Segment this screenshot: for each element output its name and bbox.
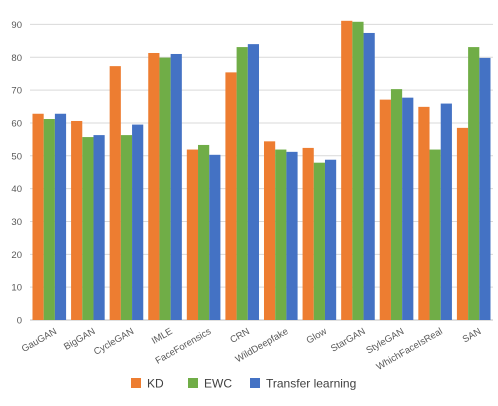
x-category-label: GauGAN (20, 326, 59, 355)
bar-kd-crn (225, 72, 237, 320)
bar-ewc-wilddeepfake (275, 149, 287, 320)
bar-kd-stargan (341, 20, 353, 321)
bar-ewc-biggan (82, 137, 94, 320)
bar-transfer-learning-imle (170, 53, 182, 321)
bar-ewc-cyclegan (120, 135, 133, 320)
bar-ewc-whichfaceisreal (429, 149, 441, 320)
x-category-label: CycleGAN (92, 326, 136, 358)
bar-kd-cyclegan (109, 66, 121, 320)
y-tick-label: 10 (11, 283, 22, 294)
y-tick-label: 0 (17, 316, 22, 327)
bar-transfer-learning-wilddeepfake (286, 151, 298, 320)
bar-transfer-learning-biggan (93, 135, 105, 320)
bar-kd-stylegan (379, 99, 391, 320)
bar-transfer-learning-crn (247, 44, 260, 321)
x-category-label: CRN (228, 326, 251, 346)
legend-swatch-ewc (188, 378, 198, 388)
bar-kd-biggan (71, 120, 83, 321)
legend: KD EWC Transfer learning (131, 377, 356, 391)
y-tick-label: 30 (11, 217, 22, 228)
y-axis-ticks: 0 10 20 30 40 50 60 70 80 90 (11, 20, 22, 327)
bar-ewc-stargan (352, 21, 364, 321)
legend-swatch-transfer-learning (250, 378, 260, 388)
bar-ewc-stylegan (390, 89, 403, 321)
y-tick-label: 80 (11, 53, 22, 64)
x-category-label: IMLE (150, 326, 175, 347)
bar-transfer-learning-faceforensics (209, 154, 221, 320)
bar-ewc-crn (236, 47, 248, 321)
y-tick-label: 90 (11, 20, 22, 31)
bar-ewc-gaugan (43, 119, 55, 320)
y-tick-label: 70 (11, 86, 22, 97)
bar-kd-whichfaceisreal (418, 106, 430, 320)
legend-label: EWC (204, 377, 232, 391)
bar-kd-san (456, 127, 469, 320)
legend-swatch-kd (131, 378, 141, 388)
bar-kd-faceforensics (186, 149, 199, 320)
bar-ewc-faceforensics (198, 144, 210, 320)
y-tick-label: 40 (11, 184, 22, 195)
bar-transfer-learning-stylegan (402, 97, 414, 320)
y-tick-label: 20 (11, 250, 22, 261)
y-tick-label: 60 (11, 118, 22, 129)
legend-label: KD (147, 377, 164, 391)
x-category-label: SAN (461, 326, 484, 345)
legend-label: Transfer learning (266, 377, 356, 391)
bar-transfer-learning-cyclegan (132, 124, 144, 320)
gridlines (30, 23, 493, 321)
bar-transfer-learning-gaugan (54, 113, 67, 320)
bar-ewc-san (468, 47, 480, 321)
bar-ewc-imle (159, 57, 171, 320)
bar-kd-imle (148, 52, 160, 320)
bar-transfer-learning-whichfaceisreal (440, 103, 452, 320)
y-tick-label: 50 (11, 151, 22, 162)
bar-transfer-learning-stargan (363, 32, 375, 321)
bar-kd-gaugan (32, 113, 44, 320)
bar-kd-glow (302, 147, 314, 320)
x-category-label: WhichFaceIsReal (375, 326, 445, 373)
bar-transfer-learning-san (479, 57, 491, 321)
x-category-label: StarGAN (329, 326, 368, 355)
bar-ewc-glow (313, 162, 325, 320)
bars (32, 20, 491, 321)
x-category-label: Glow (305, 326, 329, 346)
bar-transfer-learning-glow (324, 159, 337, 320)
bar-kd-wilddeepfake (263, 141, 276, 320)
